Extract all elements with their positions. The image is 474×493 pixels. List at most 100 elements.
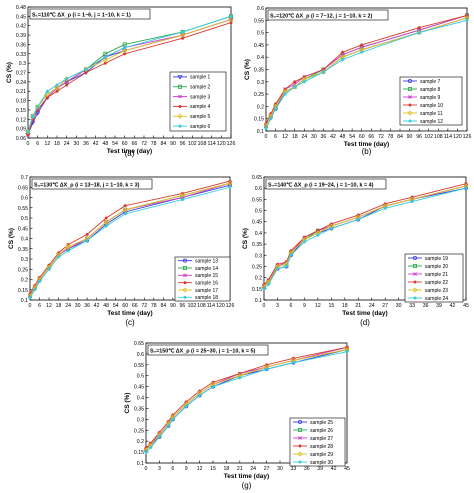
y-tick-label: 0.15: [16, 108, 26, 114]
y-tick-label: 0.42: [16, 24, 26, 30]
condition-text: S₁=110℃ ΔX_ρ (i = 1~6, j = 1~10, k = 1): [32, 12, 131, 19]
data-point: [229, 14, 233, 18]
legend-label: sample 25: [310, 420, 333, 426]
y-tick-label: 0.5: [137, 374, 144, 380]
y-tick-label: 0.5: [255, 209, 262, 215]
legend-marker: [178, 94, 182, 99]
data-point: [340, 58, 345, 62]
y-tick-label: 0.45: [252, 220, 262, 226]
x-tick-label: 12: [46, 303, 52, 309]
series-line: [145, 351, 348, 453]
data-point: [356, 217, 360, 222]
legend-label: sample 28: [310, 444, 333, 450]
data-point: [123, 52, 127, 56]
x-tick-label: 9: [185, 466, 188, 472]
y-axis-label: CS (%): [6, 62, 13, 83]
x-tick-label: 96: [416, 134, 422, 140]
data-point: [238, 376, 242, 380]
legend-marker: [297, 427, 302, 432]
legend-label: sample 12: [420, 119, 443, 125]
y-tick-label: 0.45: [18, 226, 28, 232]
y-tick-label: 0.1: [21, 298, 28, 304]
x-tick-label: 114: [208, 141, 216, 147]
y-tick-label: 0.2: [21, 278, 28, 284]
x-tick-label: 18: [342, 303, 348, 309]
data-point: [65, 77, 69, 81]
data-point: [302, 80, 306, 84]
y-tick-label: 0.2: [137, 439, 144, 445]
data-point: [31, 114, 35, 118]
legend-label: sample 26: [310, 428, 333, 434]
data-point: [30, 113, 36, 119]
y-tick-label: 0.15: [254, 117, 264, 123]
legend-marker: [297, 451, 303, 457]
x-tick-label: 60: [122, 303, 128, 309]
x-tick-label: 72: [378, 134, 384, 140]
legend-marker: [178, 124, 182, 128]
data-point: [122, 48, 128, 54]
data-point: [33, 288, 37, 292]
condition-box: [147, 344, 269, 356]
y-tick-label: 0.4: [255, 231, 262, 237]
y-tick-label: 0.48: [16, 5, 26, 11]
x-tick-label: 39: [317, 466, 323, 472]
x-tick-label: 15: [210, 466, 216, 472]
chart-panel: 0.06 0.09 0.12 0.15 0.18 0.21 0.24 0.27 0.3 0.33 0…: [6, 5, 235, 158]
y-tick-label: 0.45: [134, 385, 144, 391]
x-tick-label: 12: [315, 303, 321, 309]
data-point: [31, 117, 35, 121]
x-tick-label: 15: [328, 303, 334, 309]
data-point: [265, 367, 269, 371]
data-point: [123, 212, 127, 216]
y-tick-label: 0.6: [255, 186, 262, 192]
legend-label: sample 4: [190, 104, 211, 110]
data-point: [283, 92, 287, 96]
data-point: [184, 404, 188, 408]
data-point: [228, 16, 234, 23]
legend-label: sample 22: [425, 280, 448, 286]
x-tick-label: 45: [463, 303, 469, 309]
x-tick-label: 33: [409, 303, 415, 309]
data-point: [26, 130, 30, 134]
data-point: [157, 435, 161, 439]
x-tick-label: 84: [160, 303, 166, 309]
y-tick-label: 0.7: [21, 175, 28, 181]
y-tick-label: 0.3: [19, 61, 26, 67]
data-point: [84, 67, 88, 71]
legend-marker: [413, 296, 417, 300]
data-point: [144, 450, 148, 454]
x-tick-label: 0: [145, 466, 148, 472]
x-tick-label: 3: [276, 303, 279, 309]
x-tick-label: 36: [84, 303, 90, 309]
x-tick-label: 42: [331, 466, 337, 472]
series-line: [265, 17, 468, 127]
panel-caption: (a): [125, 149, 135, 158]
y-tick-label: 0.5: [21, 216, 28, 222]
y-tick-label: 0.27: [16, 71, 26, 77]
data-point: [345, 350, 349, 354]
y-tick-label: 0.6: [137, 352, 144, 358]
legend-marker: [177, 75, 183, 80]
x-tick-label: 120: [217, 141, 226, 147]
x-tick-label: 30: [396, 303, 402, 309]
legend-label: sample 9: [420, 95, 441, 101]
y-tick-label: 0.33: [16, 52, 26, 58]
data-point: [329, 226, 333, 231]
data-point: [264, 126, 268, 131]
legend-marker: [407, 79, 412, 84]
x-tick-label: 42: [330, 134, 336, 140]
x-tick-label: 45: [344, 466, 350, 472]
x-tick-label: 27: [264, 466, 270, 472]
y-tick-label: 0.4: [21, 237, 28, 243]
legend-label: sample 16: [195, 280, 218, 286]
legend-label: sample 23: [425, 288, 448, 294]
y-axis-label: CS (%): [124, 393, 131, 414]
data-point: [266, 282, 271, 286]
data-point: [104, 216, 108, 220]
x-tick-label: 66: [368, 134, 374, 140]
y-tick-label: 0.24: [16, 80, 26, 86]
legend-label: sample 3: [190, 94, 211, 100]
data-point: [55, 83, 59, 87]
y-tick-label: 0.2: [257, 104, 264, 110]
condition-box: [267, 9, 389, 21]
